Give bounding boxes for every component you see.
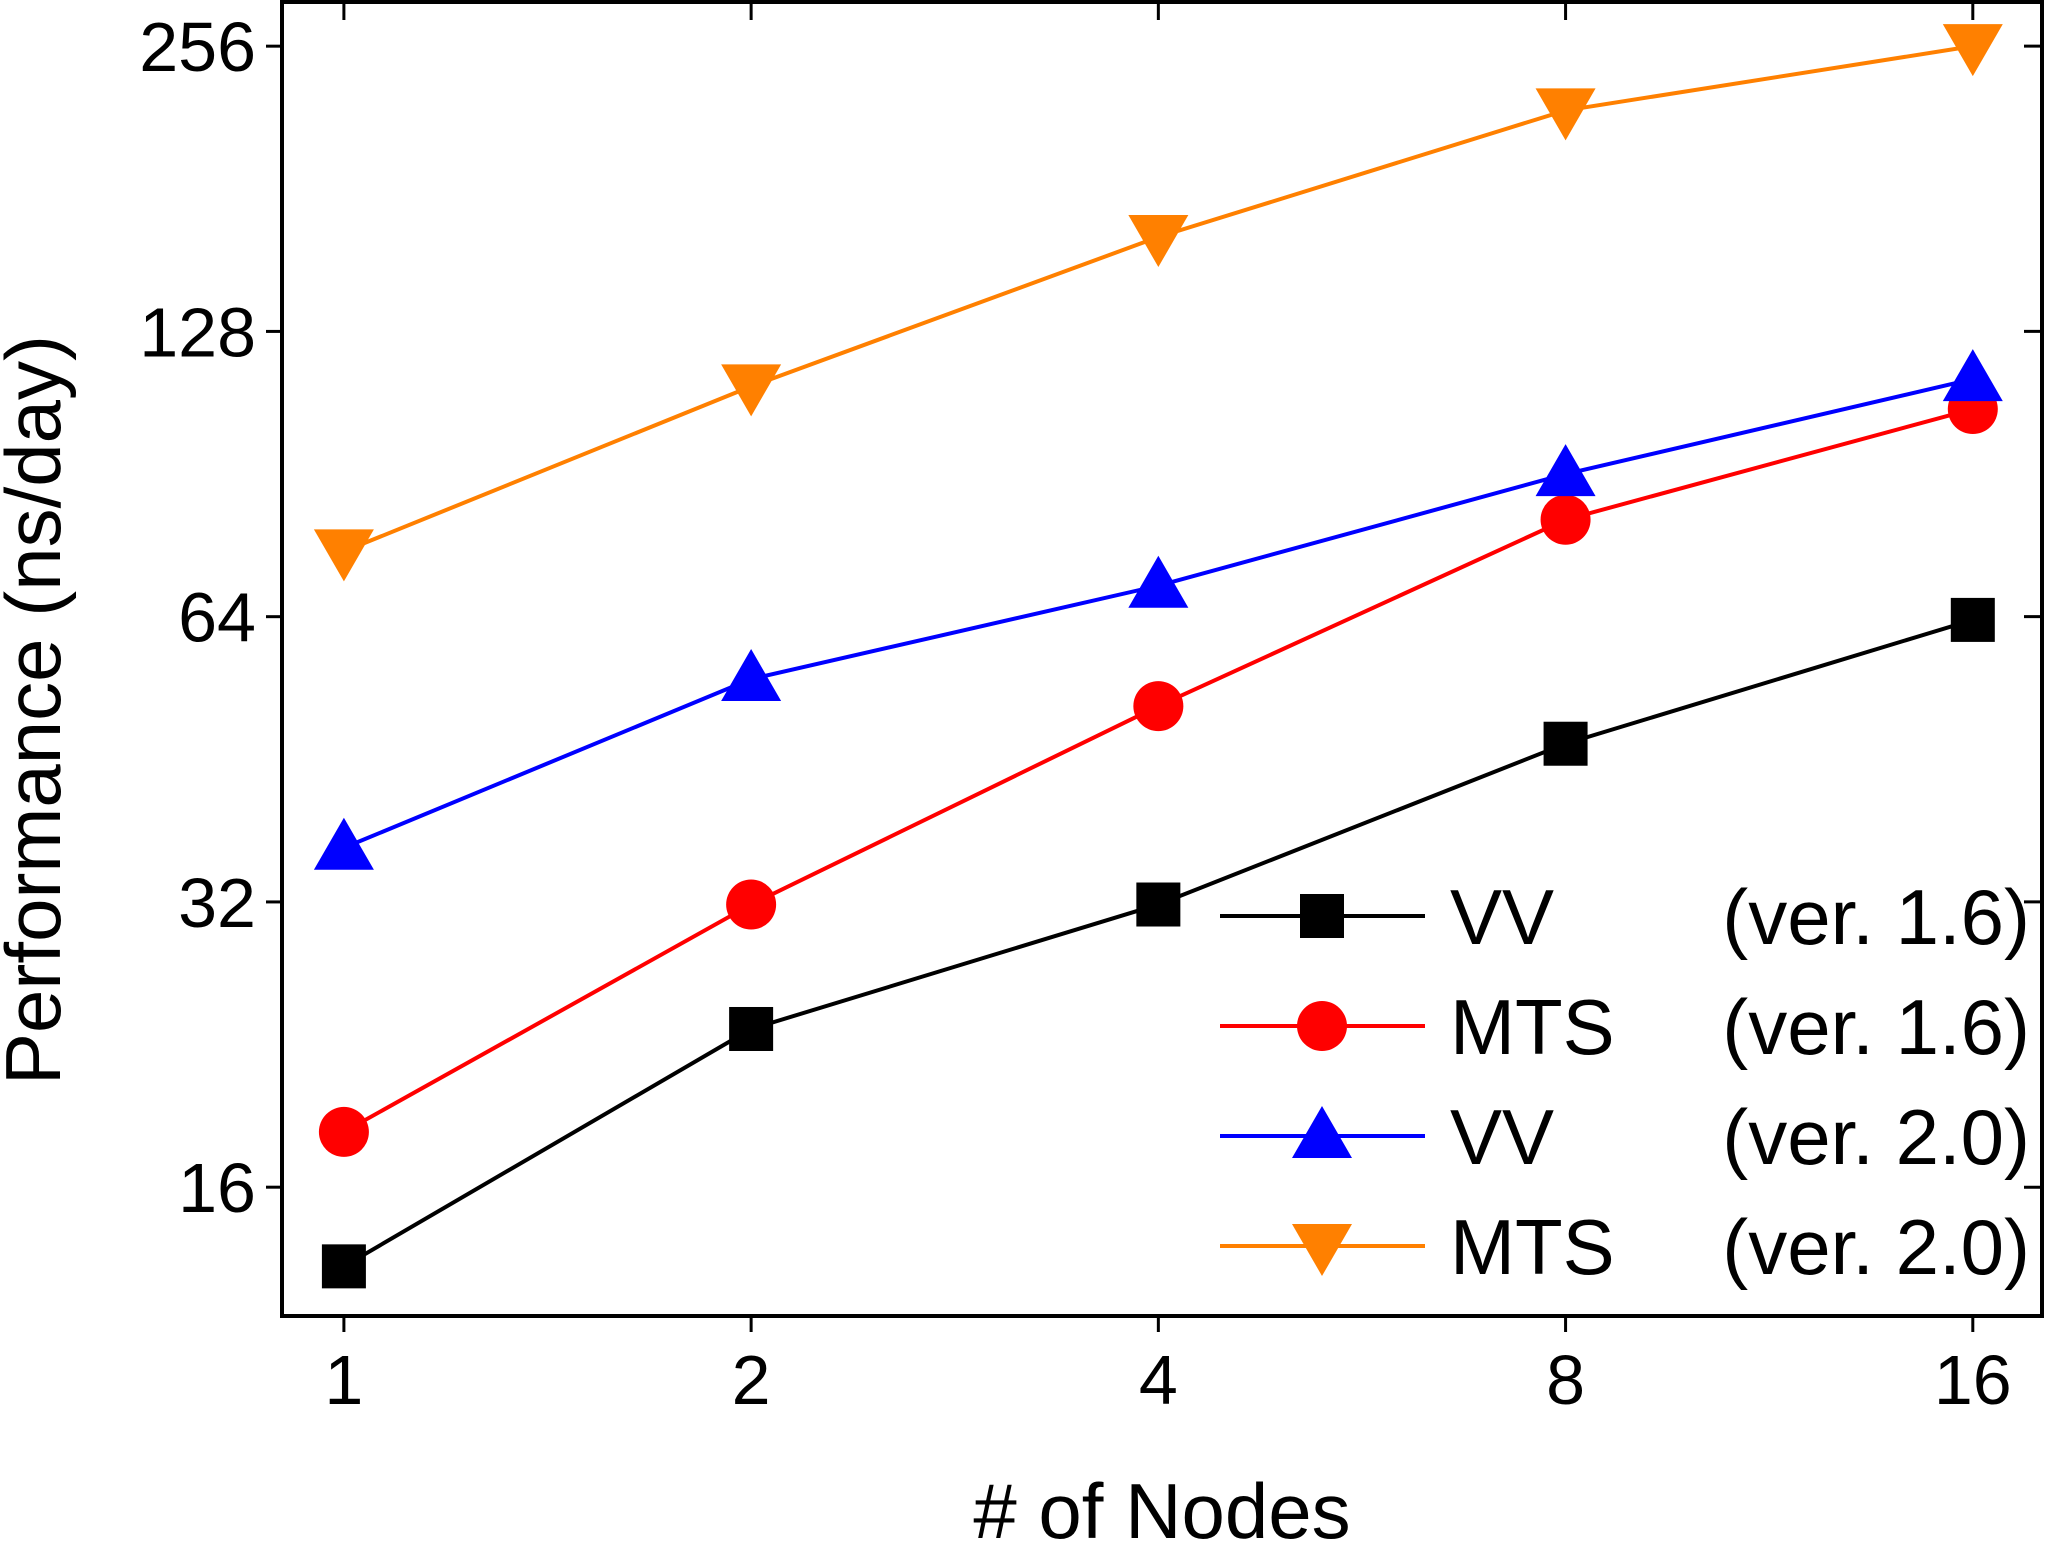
- y-tick-labels: 16 32 64 128 256: [139, 8, 256, 1227]
- data-point-s2-1: [721, 649, 782, 702]
- data-point-s3-3: [1535, 88, 1596, 141]
- data-point-s1-1: [726, 879, 777, 930]
- legend-series-name: VV: [1450, 873, 1554, 961]
- data-point-s3-2: [1128, 215, 1189, 268]
- legend-marker-2: [1292, 1106, 1352, 1158]
- plot-frame: [280, 0, 2044, 1318]
- legend-series-version: (ver. 1.6): [1722, 983, 2030, 1071]
- legend-series-version: (ver. 2.0): [1722, 1093, 2030, 1181]
- data-point-s3-0: [313, 529, 374, 582]
- y-tick-label: 32: [178, 864, 256, 942]
- x-tick-label: 8: [1546, 1341, 1585, 1419]
- legend-series-version: (ver. 2.0): [1722, 1203, 2030, 1291]
- data-point-s0-3: [1543, 721, 1588, 766]
- data-point-s0-0: [321, 1244, 366, 1289]
- y-tick-label: 256: [139, 8, 256, 86]
- legend-series-version: (ver. 1.6): [1722, 873, 2030, 961]
- series-line-2: [343, 377, 1974, 850]
- legend-series-name: VV: [1450, 1093, 1554, 1181]
- data-point-s0-2: [1136, 882, 1181, 927]
- data-point-s0-4: [1950, 597, 1995, 642]
- legend-series-name: MTS: [1450, 1203, 1615, 1291]
- legend-marker-3: [1292, 1224, 1352, 1276]
- y-axis-title: Performance (ns/day): [0, 335, 77, 1085]
- x-tick-label: 4: [1139, 1341, 1178, 1419]
- x-axis-title: # of Nodes: [973, 1467, 1350, 1546]
- series-markers: [313, 24, 2003, 1289]
- x-tick-label: 1: [324, 1341, 363, 1419]
- y-tick-label: 16: [178, 1149, 256, 1227]
- data-point-s1-2: [1133, 681, 1184, 732]
- data-point-s3-1: [721, 364, 782, 417]
- x-tick-labels: 1 2 4 8 16: [324, 1341, 2011, 1419]
- data-point-s2-2: [1128, 555, 1189, 608]
- data-point-s2-4: [1942, 349, 2003, 402]
- legend-marker-1: [1297, 1001, 1347, 1051]
- legend-marker-0: [1300, 894, 1344, 938]
- y-tick-label: 128: [139, 293, 256, 371]
- legend: VV (ver. 1.6) MTS (ver. 1.6) VV (ver. 2.0) MTS…: [1220, 873, 2030, 1291]
- data-point-s1-3: [1540, 494, 1591, 545]
- legend-series-name: MTS: [1450, 983, 1615, 1071]
- data-point-s3-4: [1942, 24, 2003, 77]
- data-point-s0-1: [729, 1006, 774, 1051]
- data-point-s2-0: [313, 817, 374, 870]
- axis-ticks: [266, 2, 2042, 1332]
- x-tick-label: 2: [732, 1341, 771, 1419]
- y-tick-label: 64: [178, 579, 256, 657]
- x-tick-label: 16: [1934, 1341, 2012, 1419]
- data-point-s2-3: [1535, 444, 1596, 497]
- data-point-s1-0: [318, 1106, 369, 1157]
